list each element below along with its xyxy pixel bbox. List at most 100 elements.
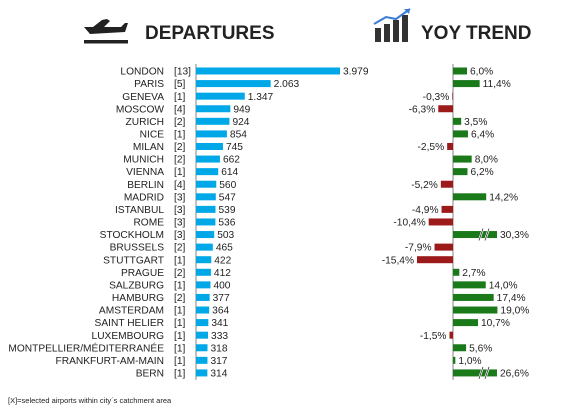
trend-bar <box>453 231 497 239</box>
city-label: LUXEMBOURG <box>92 331 165 342</box>
airport-count-label: [4] <box>174 104 185 115</box>
departures-value-label: 745 <box>226 142 243 153</box>
departures-title: DEPARTURES <box>145 23 275 44</box>
trend-value-label: 3,5% <box>464 117 487 128</box>
trend-value-label: 6,4% <box>471 130 494 141</box>
departures-bar <box>196 218 216 226</box>
trend-value-label: 1,0% <box>458 356 481 367</box>
airport-count-label: [1] <box>174 92 185 103</box>
departures-value-label: 412 <box>214 268 231 279</box>
trend-value-label: -0,3% <box>423 92 450 103</box>
departures-bar <box>196 243 213 251</box>
departures-value-label: 2.063 <box>274 79 300 90</box>
departures-value-label: 949 <box>233 104 250 115</box>
trend-value-label: 26,6% <box>500 369 529 380</box>
departures-value-label: 536 <box>218 218 235 229</box>
city-label: MADRID <box>124 192 164 203</box>
trend-bar <box>453 80 480 88</box>
trend-bar <box>417 256 453 264</box>
trend-bar <box>453 344 467 352</box>
trend-bar <box>449 331 453 339</box>
trend-bar <box>453 130 468 138</box>
departures-bar <box>196 117 230 125</box>
airport-count-label: [1] <box>174 280 185 291</box>
city-label: AMSTERDAM <box>99 306 164 317</box>
departures-value-label: 503 <box>217 230 234 241</box>
city-label: STOCKHOLM <box>100 230 164 241</box>
airport-count-label: [2] <box>174 117 185 128</box>
airport-count-label: [1] <box>174 318 185 329</box>
city-label: VIENNA <box>126 167 164 178</box>
trend-value-label: 2,7% <box>462 268 485 279</box>
airport-count-label: [2] <box>174 155 185 166</box>
departures-bar <box>196 205 216 213</box>
airport-count-label: [5] <box>174 79 185 90</box>
airport-count-label: [1] <box>174 356 185 367</box>
trend-value-label: -1,5% <box>420 331 447 342</box>
trend-bar <box>453 319 479 327</box>
trend-value-label: 19,0% <box>500 306 529 317</box>
trend-bar <box>453 356 456 364</box>
departures-bar <box>196 105 231 113</box>
departures-value-label: 314 <box>210 369 227 380</box>
departures-value-label: 333 <box>211 331 228 342</box>
departures-value-label: 422 <box>214 255 231 266</box>
trend-value-label: 6,0% <box>470 67 493 78</box>
city-label: PRAGUE <box>121 268 164 279</box>
trend-bar <box>453 117 462 125</box>
city-label: MUNICH <box>123 155 164 166</box>
airport-count-label: [3] <box>174 205 185 216</box>
departures-value-label: 924 <box>232 117 249 128</box>
trend-title: YOY TREND <box>421 23 532 44</box>
city-label: SAINT HELIER <box>95 318 164 329</box>
trend-bar <box>453 155 472 163</box>
airport-count-label: [2] <box>174 243 185 254</box>
trend-value-label: 8,0% <box>475 155 498 166</box>
airport-count-label: [1] <box>174 343 185 354</box>
trend-bar <box>447 142 453 150</box>
departures-bar <box>196 268 211 276</box>
departures-bar <box>196 256 212 264</box>
airport-count-label: [1] <box>174 130 185 141</box>
departures-bar <box>196 319 209 327</box>
trend-value-label: 10,7% <box>481 318 510 329</box>
city-label: BERLIN <box>127 180 164 191</box>
departures-bar <box>196 281 211 289</box>
trend-bar <box>441 205 453 213</box>
city-label: MILAN <box>133 142 164 153</box>
city-label: SALZBURG <box>109 280 164 291</box>
departures-bar <box>196 193 216 201</box>
departures-value-label: 341 <box>211 318 228 329</box>
airport-count-label: [2] <box>174 268 185 279</box>
departures-bar <box>196 344 208 352</box>
departures-bar <box>196 155 220 163</box>
departures-bar <box>196 369 208 377</box>
departures-bar <box>196 67 340 75</box>
trend-bar <box>453 293 494 301</box>
city-label: BRUSSELS <box>110 243 165 254</box>
departures-value-label: 377 <box>213 293 230 304</box>
trend-bar <box>453 369 497 377</box>
trend-bar <box>440 180 453 188</box>
trend-value-label: -6,3% <box>409 104 436 115</box>
axis-break-mark <box>478 228 490 241</box>
departures-bar <box>196 80 271 88</box>
departures-bar <box>196 142 223 150</box>
departures-value-label: 1.347 <box>248 92 274 103</box>
footnote: [X]=selected airports within city´s catc… <box>8 396 172 405</box>
departures-value-label: 317 <box>210 356 227 367</box>
departures-value-label: 318 <box>211 343 228 354</box>
airport-count-label: [1] <box>174 167 185 178</box>
trend-value-label: -4,9% <box>412 205 439 216</box>
airport-count-label: [1] <box>174 369 185 380</box>
departures-bar <box>196 356 208 364</box>
trend-bar <box>453 268 460 276</box>
trend-value-label: -2,5% <box>418 142 445 153</box>
trend-bar <box>453 67 468 75</box>
departures-bar <box>196 92 245 100</box>
trend-value-label: -10,4% <box>393 218 425 229</box>
departures-value-label: 547 <box>219 192 236 203</box>
trend-bar <box>428 218 453 226</box>
airport-count-label: [13] <box>174 67 191 78</box>
city-label: MOSCOW <box>116 104 164 115</box>
